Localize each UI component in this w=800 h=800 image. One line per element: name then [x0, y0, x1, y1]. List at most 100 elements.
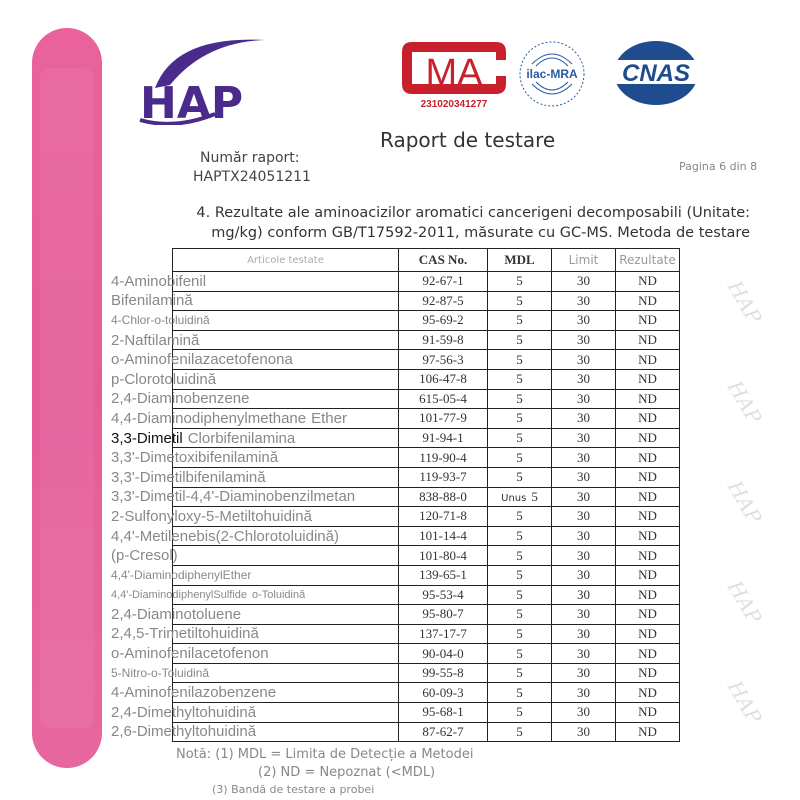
mdl-cell: 5: [487, 702, 552, 723]
cas-cell-value: 97-56-3: [422, 351, 464, 367]
result-cell-value: ND: [638, 312, 657, 328]
item-label: 4,4'-Metilenebis(2-Chlorotoluidină): [111, 527, 339, 545]
limit-cell-value: 30: [577, 567, 590, 583]
item-label-group: 2,6-Dimethyltohuidină: [111, 723, 256, 742]
report-number-value: HAPTX24051211: [193, 169, 311, 185]
cma-logo: MA 231020341277: [402, 42, 506, 110]
mdl-cell-value: 5: [516, 390, 523, 406]
result-cell: ND: [615, 721, 680, 743]
mdl-cell: 5: [487, 329, 552, 351]
item-label: 4-Aminofenilazobenzene: [111, 684, 277, 702]
cas-cell-value: 95-80-7: [422, 606, 464, 622]
item-cell: 4-Chlor-o-toluidină: [111, 310, 399, 331]
note-3: (3) Bandă de testare a probei: [212, 783, 375, 796]
limit-cell: 30: [551, 388, 616, 410]
mdl-cell: 5: [487, 271, 552, 292]
cas-cell: 90-04-0: [398, 643, 488, 664]
mdl-cell: 5: [487, 349, 552, 370]
cas-cell-value: 90-04-0: [422, 645, 464, 661]
result-cell-value: ND: [638, 665, 657, 681]
cas-cell-value: 87-62-7: [422, 723, 464, 739]
mdl-cell: 5: [487, 388, 552, 410]
limit-cell: 30: [551, 623, 616, 645]
header-mdl: MDL: [487, 248, 552, 272]
limit-cell-value: 30: [577, 488, 590, 504]
mdl-cell-value: 5: [516, 547, 523, 563]
limit-cell: 30: [551, 290, 616, 312]
item-label-group: 4-Aminofenilazobenzene: [111, 683, 276, 702]
item-label: Clorbifenilamina: [187, 429, 296, 447]
mdl-cell-value: 5: [516, 645, 523, 661]
mdl-cell-value: 5: [516, 410, 523, 426]
mdl-cell: 5: [487, 682, 552, 704]
watermark-text: HAP: [722, 476, 767, 528]
mdl-cell-value: 5: [516, 606, 523, 622]
item-cell: 4,4'-DiaminodiphenylSulfide o-Toluidină: [111, 584, 399, 606]
item-label-group: o-Aminofenilazacetofenona: [111, 350, 293, 369]
cas-cell-value: 119-90-4: [419, 449, 467, 465]
result-cell-value: ND: [638, 410, 657, 426]
limit-cell: 30: [551, 702, 616, 723]
cas-cell-value: 101-14-4: [419, 528, 467, 544]
item-cell: 4-Aminobifenil: [111, 271, 399, 292]
mdl-cell-value: 5: [516, 430, 523, 446]
header-limit: Limit: [551, 248, 616, 272]
cas-cell: 106-47-8: [398, 368, 488, 390]
table-row: 2,6-Dimethyltohuidină 87-62-7 5 30 ND: [111, 721, 680, 743]
mdl-cell-value: 5: [516, 508, 523, 524]
result-cell-value: ND: [638, 351, 657, 367]
limit-cell-value: 30: [577, 449, 590, 465]
result-cell-value: ND: [638, 449, 657, 465]
result-cell: ND: [615, 271, 680, 292]
svg-text:CNAS: CNAS: [622, 60, 690, 87]
item-label: 3,3'-Dimetoxibifenilamină: [111, 449, 279, 467]
item-label: 3,3-Dimetil: [111, 429, 183, 447]
mdl-cell: 5: [487, 310, 552, 331]
item-label: o-Toluidină: [252, 588, 306, 601]
item-cell: 3,3'-Dimetoxibifenilamină: [111, 447, 399, 468]
limit-cell: 30: [551, 486, 616, 508]
item-cell: 2,4-Diaminobenzene: [111, 388, 399, 410]
limit-cell-value: 30: [577, 312, 590, 328]
mdl-cell: 5: [487, 623, 552, 645]
cas-cell: 92-67-1: [398, 271, 488, 292]
table-row: (p-Cresol) 101-80-4 5 30 ND: [111, 545, 680, 566]
result-cell: ND: [615, 584, 680, 606]
result-cell-value: ND: [638, 469, 657, 485]
cas-cell: 139-65-1: [398, 564, 488, 586]
limit-cell-value: 30: [577, 606, 590, 622]
result-cell-value: ND: [638, 430, 657, 446]
item-label-group: 2-Naftilamină: [111, 331, 199, 350]
item-label: 4,4-Diaminodiphenylmethane: [111, 409, 307, 427]
result-cell: ND: [615, 310, 680, 331]
mdl-cell-value: 5: [516, 273, 523, 289]
result-cell: ND: [615, 349, 680, 370]
limit-cell: 30: [551, 643, 616, 664]
item-cell: 2,4-Dimethyltohuidină: [111, 702, 399, 723]
overlay-text: Unus: [501, 492, 527, 504]
limit-cell-value: 30: [577, 371, 590, 387]
cnas-logo: CNAS: [610, 41, 702, 105]
mdl-cell-value: 5: [516, 371, 523, 387]
table-row: 4,4-Diaminodiphenylmethane Ether 101-77-9 5…: [111, 408, 680, 429]
cas-cell-value: 92-67-1: [422, 273, 464, 289]
result-cell-value: ND: [638, 332, 657, 348]
mdl-cell: 5: [487, 643, 552, 664]
item-cell: 3,3'-Dimetilbifenilamină: [111, 466, 399, 488]
mdl-cell-value: 5: [516, 684, 523, 700]
svg-text:MA: MA: [426, 52, 484, 94]
note-1: Notă: (1) MDL = Limita de Detecție a Met…: [176, 747, 474, 762]
item-label: 2-Naftilamină: [111, 331, 200, 349]
result-cell: ND: [615, 368, 680, 390]
report-number-label: Număr raport:: [200, 150, 300, 166]
watermark-text: HAP: [722, 376, 767, 428]
item-label-group: 5-Nitro-o-Toluidină: [111, 664, 209, 683]
report-title: Raport de testare: [380, 128, 556, 152]
table-row: 3,3'-Dimetilbifenilamină 119-93-7 5 30 ND: [111, 466, 680, 488]
table-row: 2,4-Diaminobenzene 615-05-4 5 30 ND: [111, 388, 680, 410]
limit-cell-value: 30: [577, 665, 590, 681]
mdl-cell-value: 5: [516, 292, 523, 308]
cas-cell: 95-69-2: [398, 310, 488, 331]
table-row: 2-Naftilamină 91-59-8 5 30 ND: [111, 329, 680, 351]
item-cell: o-Aminofenilacetofenon: [111, 643, 399, 664]
